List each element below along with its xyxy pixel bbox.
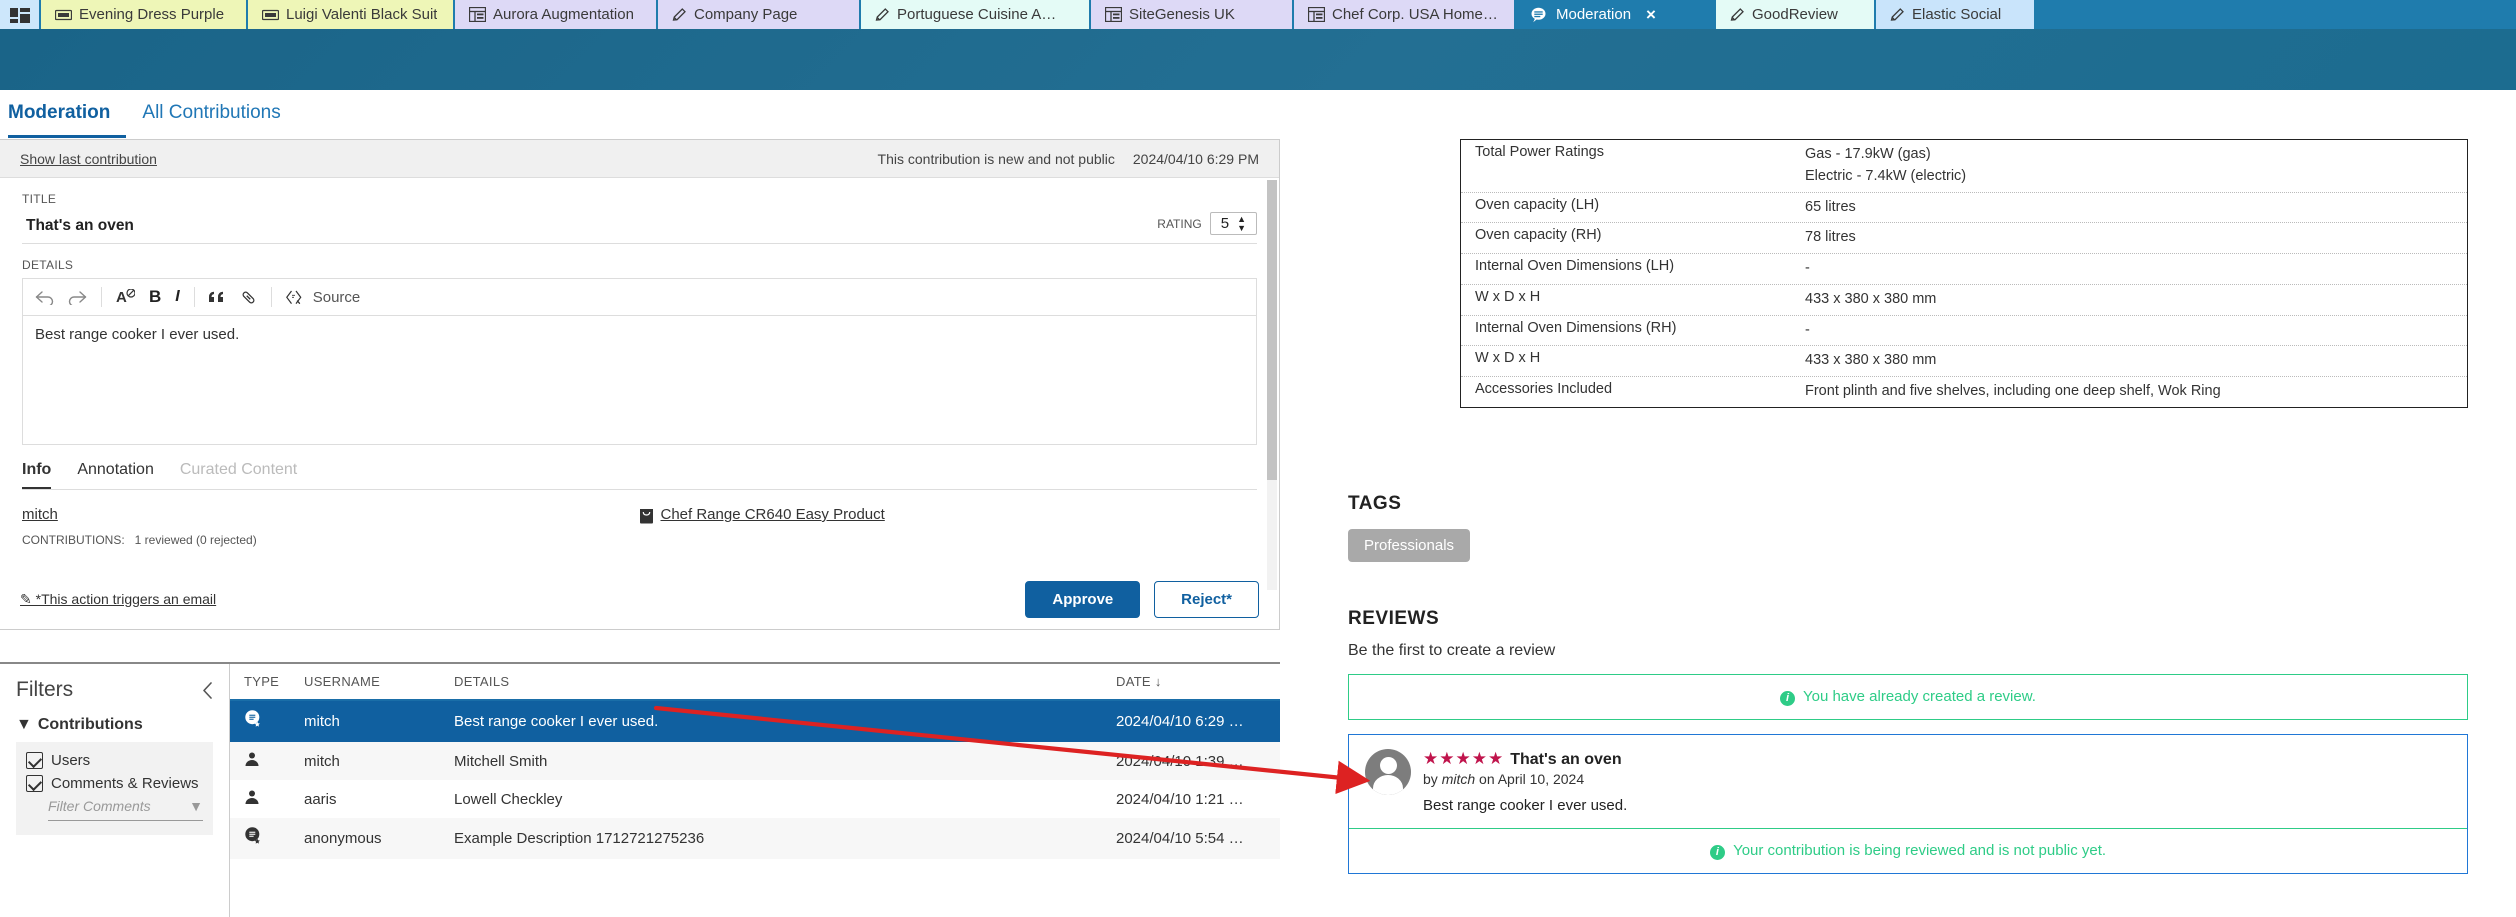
svg-text:A: A [116,289,127,306]
